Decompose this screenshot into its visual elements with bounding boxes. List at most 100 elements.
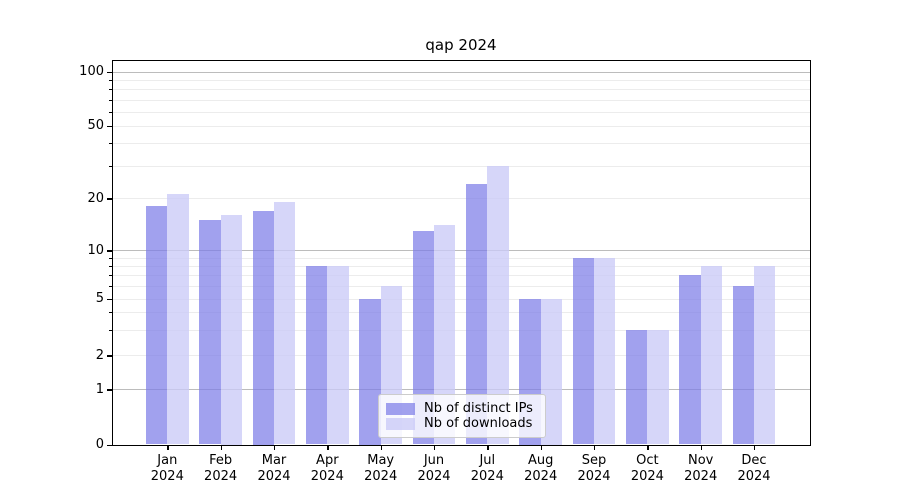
x-tick-mark xyxy=(274,445,276,450)
minor-gridline xyxy=(112,330,810,332)
y-tick-label: 50 xyxy=(87,118,104,134)
y-tick-mark xyxy=(106,389,112,391)
bar-ips-may xyxy=(359,298,381,445)
y-minor-tick-mark xyxy=(109,79,112,81)
y-minor-tick-mark xyxy=(109,166,112,168)
bar-ips-feb xyxy=(199,219,221,445)
minor-gridline xyxy=(112,89,810,91)
axis-spine-right xyxy=(810,59,812,446)
x-tick-mark xyxy=(220,445,222,450)
y-tick-mark xyxy=(106,71,112,73)
bar-downloads-mar xyxy=(274,202,296,445)
minor-gridline xyxy=(112,265,810,267)
y-minor-tick-mark xyxy=(109,99,112,101)
bar-ips-apr xyxy=(306,265,328,445)
x-tick-label-dec: Dec 2024 xyxy=(737,452,771,484)
legend-label-downloads: Nb of downloads xyxy=(424,416,533,431)
x-tick-mark xyxy=(647,445,649,450)
legend-label-distinct-ips: Nb of distinct IPs xyxy=(424,401,533,416)
minor-gridline xyxy=(112,298,810,300)
y-tick-label: 10 xyxy=(87,242,104,258)
x-tick-label-jun: Jun 2024 xyxy=(417,452,451,484)
y-tick-mark xyxy=(106,250,112,252)
minor-gridline xyxy=(112,79,810,81)
bar-downloads-sep xyxy=(594,257,616,445)
x-tick-mark xyxy=(540,445,542,450)
legend: Nb of distinct IPs Nb of downloads xyxy=(378,394,546,438)
y-tick-mark xyxy=(106,444,112,446)
x-tick-mark xyxy=(434,445,436,450)
minor-gridline xyxy=(112,198,810,200)
minor-gridline xyxy=(112,125,810,127)
axis-spine-left xyxy=(112,59,114,446)
bar-downloads-jan xyxy=(167,194,189,445)
minor-gridline xyxy=(112,285,810,287)
y-tick-label: 1 xyxy=(95,381,104,397)
legend-item-distinct-ips: Nb of distinct IPs xyxy=(386,401,538,416)
y-minor-tick-mark xyxy=(109,285,112,287)
y-tick-label: 0 xyxy=(95,437,104,452)
bar-downloads-nov xyxy=(700,265,722,445)
y-minor-tick-mark xyxy=(109,257,112,259)
bar-downloads-feb xyxy=(220,215,242,445)
bar-ips-dec xyxy=(732,285,754,445)
y-tick-label: 100 xyxy=(79,64,104,80)
bar-ips-jan xyxy=(146,206,168,445)
x-tick-mark xyxy=(594,445,596,450)
bar-downloads-jun xyxy=(434,225,456,445)
x-tick-mark xyxy=(327,445,329,450)
x-tick-label-may: May 2024 xyxy=(364,452,398,484)
minor-gridline xyxy=(112,312,810,314)
minor-gridline xyxy=(112,257,810,259)
axis-spine-bottom xyxy=(112,444,811,446)
minor-gridline xyxy=(112,275,810,277)
y-minor-tick-mark xyxy=(109,330,112,332)
x-tick-label-jan: Jan 2024 xyxy=(150,452,184,484)
y-tick-label: 2 xyxy=(95,347,104,363)
y-minor-tick-mark xyxy=(109,298,112,300)
legend-swatch-distinct-ips xyxy=(386,402,415,415)
x-tick-mark xyxy=(487,445,489,450)
x-tick-mark xyxy=(167,445,169,450)
x-tick-mark xyxy=(700,445,702,450)
minor-gridline xyxy=(112,166,810,168)
bar-downloads-jul xyxy=(487,166,509,445)
x-tick-label-nov: Nov 2024 xyxy=(684,452,718,484)
x-tick-mark xyxy=(754,445,756,450)
y-minor-tick-mark xyxy=(109,89,112,91)
bar-ips-jun xyxy=(412,230,434,445)
minor-gridline xyxy=(112,111,810,113)
y-minor-tick-mark xyxy=(109,275,112,277)
y-minor-tick-mark xyxy=(109,198,112,200)
x-tick-label-feb: Feb 2024 xyxy=(204,452,238,484)
y-minor-tick-mark xyxy=(109,125,112,127)
major-gridline xyxy=(112,389,810,391)
x-tick-label-jul: Jul 2024 xyxy=(470,452,504,484)
bar-ips-nov xyxy=(679,275,701,445)
y-tick-label: 20 xyxy=(87,190,104,206)
bar-downloads-aug xyxy=(540,298,562,445)
bar-ips-mar xyxy=(252,210,274,445)
x-tick-label-aug: Aug 2024 xyxy=(524,452,558,484)
y-minor-tick-mark xyxy=(109,355,112,357)
bar-ips-oct xyxy=(626,330,648,445)
minor-gridline xyxy=(112,99,810,101)
major-gridline xyxy=(112,250,810,252)
y-minor-tick-mark xyxy=(109,143,112,145)
x-tick-label-apr: Apr 2024 xyxy=(310,452,344,484)
bar-downloads-apr xyxy=(327,265,349,445)
x-tick-mark xyxy=(380,445,382,450)
bar-ips-jul xyxy=(466,183,488,445)
y-minor-tick-mark xyxy=(109,312,112,314)
legend-item-downloads: Nb of downloads xyxy=(386,416,538,431)
x-tick-label-mar: Mar 2024 xyxy=(257,452,291,484)
x-tick-label-oct: Oct 2024 xyxy=(630,452,664,484)
bar-downloads-oct xyxy=(647,330,669,445)
minor-gridline xyxy=(112,143,810,145)
bar-ips-sep xyxy=(572,257,594,445)
legend-swatch-downloads xyxy=(386,417,415,430)
bar-downloads-dec xyxy=(754,265,776,445)
axis-spine-top xyxy=(112,59,811,61)
y-tick-label: 5 xyxy=(95,291,104,306)
